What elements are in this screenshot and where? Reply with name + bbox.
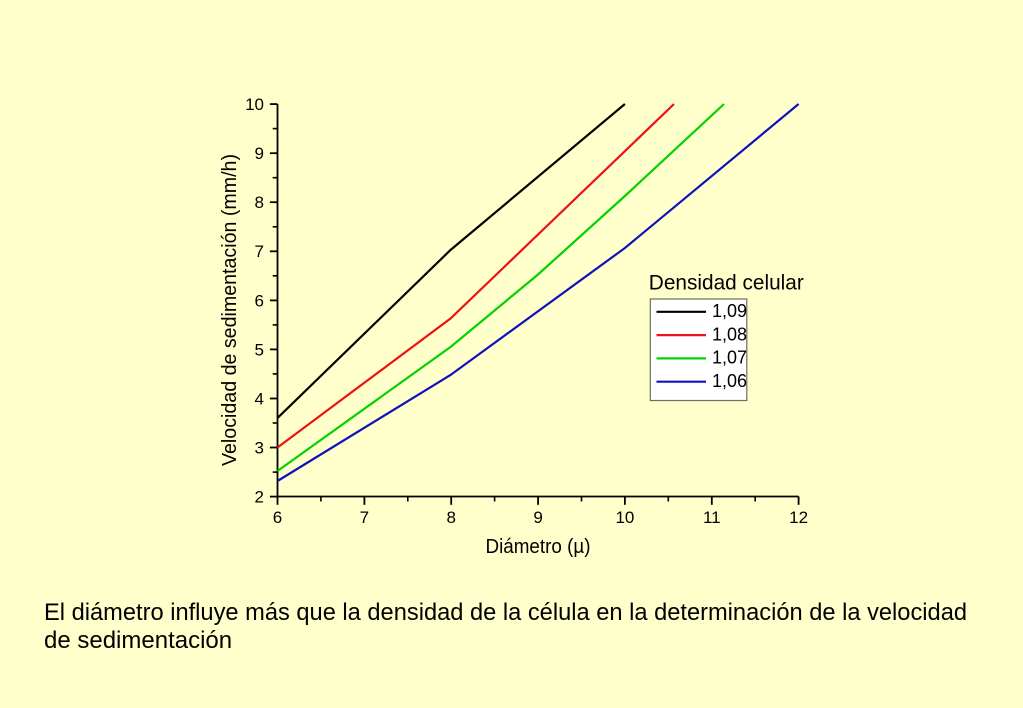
svg-text:El diámetro influye más que la: El diámetro influye más que la densidad …	[44, 599, 967, 626]
svg-text:4: 4	[255, 389, 264, 408]
svg-text:3: 3	[255, 438, 264, 457]
svg-text:Densidad celular: Densidad celular	[649, 271, 804, 294]
svg-text:Diámetro (µ): Diámetro (µ)	[486, 536, 591, 558]
svg-text:11: 11	[703, 508, 721, 527]
svg-text:9: 9	[255, 144, 264, 163]
svg-text:12: 12	[789, 508, 808, 527]
svg-text:7: 7	[255, 242, 264, 261]
svg-text:de sedimentación: de sedimentación	[44, 627, 232, 654]
svg-text:2: 2	[255, 488, 264, 507]
svg-text:1,06: 1,06	[712, 371, 747, 391]
svg-text:10: 10	[615, 508, 634, 527]
svg-text:7: 7	[360, 508, 369, 527]
svg-text:1,08: 1,08	[712, 324, 747, 344]
svg-text:5: 5	[255, 340, 264, 359]
svg-text:8: 8	[446, 508, 455, 527]
svg-text:6: 6	[255, 291, 264, 310]
svg-text:10: 10	[245, 95, 264, 114]
svg-text:Velocidad de sedimentación (mm: Velocidad de sedimentación (mm/h)	[219, 154, 241, 466]
svg-text:8: 8	[255, 193, 264, 212]
svg-text:9: 9	[533, 508, 542, 527]
svg-text:1,07: 1,07	[712, 348, 747, 368]
svg-text:6: 6	[273, 508, 282, 527]
svg-text:1,09: 1,09	[712, 301, 747, 321]
